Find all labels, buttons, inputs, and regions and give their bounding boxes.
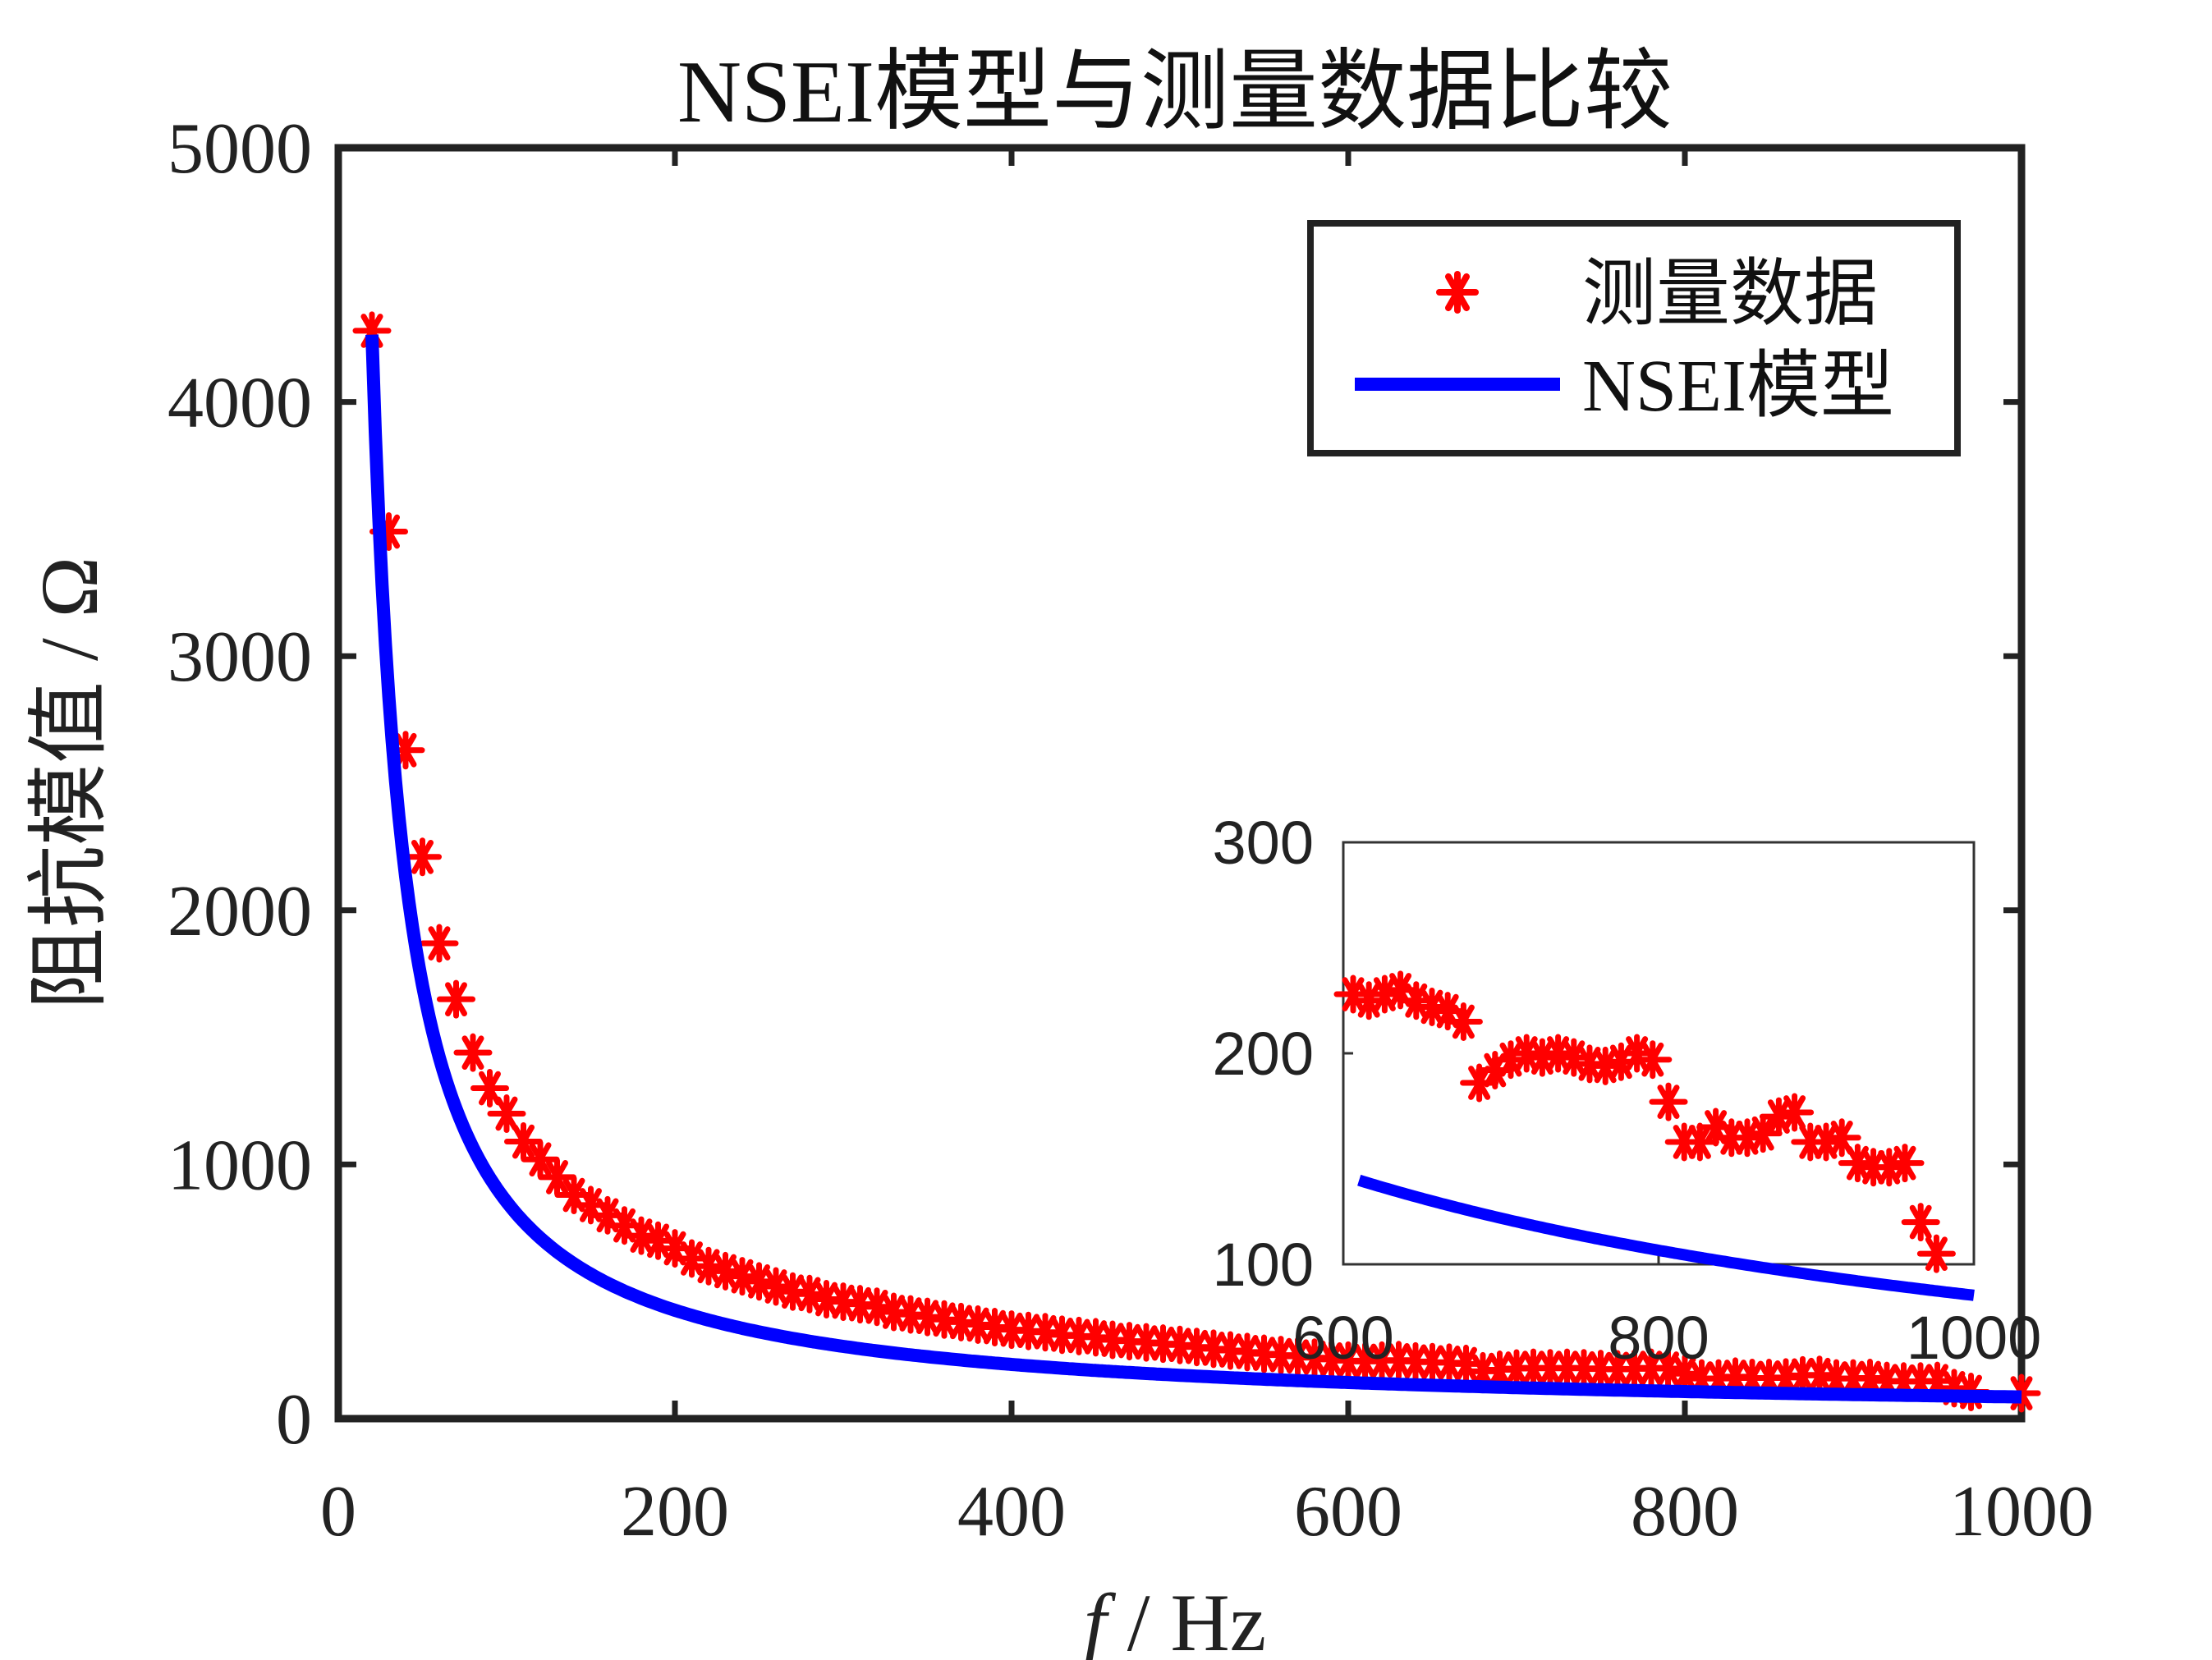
y-axis-label: 阻抗模值 / Ω [24,557,115,1010]
inset-data-point [1680,1122,1719,1162]
legend: 测量数据 NSEI模型 [1307,220,1961,456]
inset-data-point [1649,1082,1688,1121]
legend-marker-star [1436,271,1479,314]
y-tick-label: 5000 [168,109,312,189]
inset-data-point [1443,1002,1483,1041]
inset-data-point [1916,1234,1956,1273]
inset-data-point [1775,1093,1815,1132]
inset-y-tick-label: 100 [1213,1231,1314,1299]
data-point [1800,1355,1839,1395]
inset-data-point [1743,1114,1783,1153]
data-point [538,1158,576,1197]
x-tick-label: 600 [1294,1472,1402,1552]
data-point [437,979,475,1019]
data-point [1665,1354,1705,1393]
inset-x-tick-label: 1000 [1907,1304,2042,1372]
data-point [403,837,442,877]
y-tick-label: 2000 [168,872,312,952]
y-tick-label: 1000 [168,1126,312,1205]
legend-label-measured: 测量数据 [1582,254,1878,335]
x-axis-label-unit: / Hz [1107,1577,1266,1660]
x-tick-label: 0 [320,1472,356,1552]
main-model-line [365,334,2025,1404]
x-tick-label: 800 [1631,1472,1739,1552]
x-tick-label: 400 [957,1472,1066,1552]
chart-title: NSEI模型与测量数据比较 [677,44,1673,141]
inset-tick-labels: 600 800 1000 100 200 300 [1213,809,2042,1372]
inset-data-point [1885,1144,1925,1183]
x-tick-label: 1000 [1949,1472,2094,1552]
x-tick-label: 200 [621,1472,729,1552]
legend-scatter-marker [1436,271,1479,314]
y-tick-label: 3000 [168,617,312,697]
y-tick-label: 4000 [168,364,312,443]
y-tick-label: 0 [276,1380,312,1460]
main-scatter-series [352,311,2041,1413]
data-point [756,1267,796,1306]
data-point [420,924,459,963]
main-tick-labels: 0 200 400 600 800 1000 0 1000 2000 3000 4000 5000 [168,109,2094,1552]
inset-data-point [1633,1040,1673,1080]
data-point [453,1033,493,1072]
data-point [504,1122,543,1162]
data-point [689,1246,728,1286]
data-point [521,1140,560,1179]
x-axis-label: f / Hz [1084,1577,1266,1660]
inset-chart: 600 800 1000 100 200 300 [1213,809,2042,1372]
inset-x-tick-label: 800 [1608,1304,1709,1372]
inset-model-line [1356,1174,1977,1301]
inset-x-tick-label: 600 [1292,1304,1393,1372]
inset-data-point [1901,1203,1940,1242]
data-point [487,1094,526,1133]
data-point [470,1069,509,1108]
legend-box [1307,220,1961,456]
inset-data-point [1522,1038,1562,1077]
inset-scatter-series [1333,970,1956,1273]
inset-y-tick-label: 300 [1213,809,1314,877]
inset-y-tick-label: 200 [1213,1020,1314,1088]
legend-label-model: NSEI模型 [1582,346,1894,427]
main-ticks [335,144,2025,1422]
